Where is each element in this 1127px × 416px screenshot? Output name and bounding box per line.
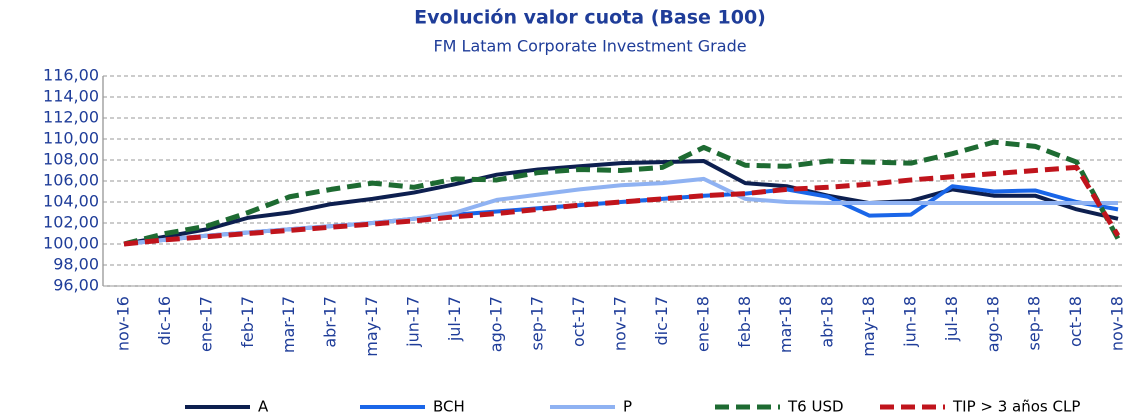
y-tick-label: 116,00 xyxy=(43,66,99,85)
series-line xyxy=(123,139,1121,247)
y-tick-label: 108,00 xyxy=(43,150,99,169)
x-tick-label: mar-17 xyxy=(279,296,298,353)
legend-label: P xyxy=(623,398,632,416)
y-tick-label: 98,00 xyxy=(53,255,99,274)
x-tick-label: sep-18 xyxy=(1025,296,1044,350)
series-line xyxy=(123,164,1121,247)
x-tick-label: jul-18 xyxy=(942,296,961,342)
y-tick-label: 110,00 xyxy=(43,129,99,148)
legend-label: T6 USD xyxy=(787,398,844,416)
legend-label: BCH xyxy=(433,398,465,416)
x-tick-label: abr-17 xyxy=(321,296,340,348)
x-tick-label: jul-17 xyxy=(445,296,464,342)
x-tick-label: ago-18 xyxy=(983,296,1002,352)
y-tick-label: 106,00 xyxy=(43,171,99,190)
y-tick-label: 112,00 xyxy=(43,108,99,127)
chart-subtitle: FM Latam Corporate Investment Grade xyxy=(433,37,746,56)
legend-label: TIP > 3 años CLP xyxy=(952,398,1080,416)
x-tick-label: ene-17 xyxy=(196,296,215,352)
x-tick-label: jun-17 xyxy=(403,296,422,348)
x-tick-label: oct-18 xyxy=(1066,296,1085,347)
x-tick-label: may-17 xyxy=(362,296,381,357)
legend-label: A xyxy=(258,398,269,416)
series-line xyxy=(123,176,1118,246)
y-tick-label: 114,00 xyxy=(43,87,99,106)
x-tick-label: jun-18 xyxy=(900,296,919,348)
x-tick-label: may-18 xyxy=(859,296,878,357)
x-tick-label: oct-17 xyxy=(569,296,588,347)
x-tick-label: nov-18 xyxy=(1108,296,1127,351)
x-tick-label: dic-17 xyxy=(652,296,671,346)
y-tick-label: 100,00 xyxy=(43,234,99,253)
x-tick-label: nov-17 xyxy=(611,296,630,351)
x-tick-label: feb-17 xyxy=(238,296,257,348)
chart-title: Evolución valor cuota (Base 100) xyxy=(414,7,766,29)
x-tick-label: abr-18 xyxy=(818,296,837,348)
y-tick-label: 102,00 xyxy=(43,213,99,232)
x-tick-label: feb-18 xyxy=(735,296,754,348)
x-tick-label: ago-17 xyxy=(486,296,505,352)
x-tick-label: dic-16 xyxy=(155,296,174,346)
x-tick-label: mar-18 xyxy=(776,296,795,353)
x-tick-label: sep-17 xyxy=(528,296,547,350)
y-tick-label: 104,00 xyxy=(43,192,99,211)
series-line xyxy=(123,159,1119,246)
x-tick-label: ene-18 xyxy=(693,296,712,352)
x-tick-label: nov-16 xyxy=(114,296,133,351)
y-tick-label: 96,00 xyxy=(53,276,99,295)
